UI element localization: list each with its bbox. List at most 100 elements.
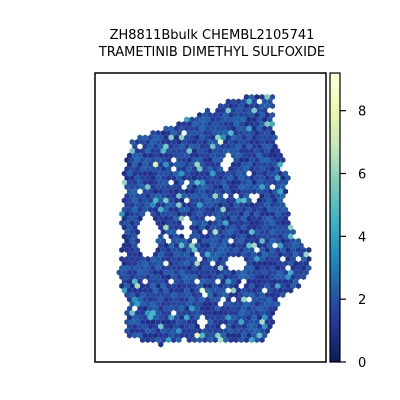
spot-marker <box>199 224 205 231</box>
spot-marker <box>163 224 169 231</box>
spot-marker <box>228 220 234 226</box>
spot-marker <box>259 292 265 298</box>
spot-marker <box>186 121 192 127</box>
spot-marker <box>236 242 242 249</box>
spot-marker <box>191 319 198 325</box>
spot-marker <box>132 314 138 321</box>
spot-marker <box>197 202 203 208</box>
spot-marker <box>238 319 244 325</box>
spot-marker <box>272 260 278 267</box>
spot-marker <box>134 283 140 289</box>
spot-marker <box>199 170 205 177</box>
spot-marker <box>132 152 138 159</box>
spot-marker <box>186 139 192 145</box>
spot-marker <box>197 229 203 235</box>
spot-marker <box>150 202 156 208</box>
spot-marker <box>215 143 221 150</box>
spot-marker <box>233 328 239 334</box>
spot-marker <box>259 229 265 235</box>
spot-marker <box>142 323 148 330</box>
spot-marker <box>168 287 174 294</box>
spot-marker <box>220 107 226 114</box>
spot-marker <box>269 112 276 118</box>
spot-marker <box>217 148 224 154</box>
spot-marker <box>230 134 237 141</box>
spot-marker <box>217 166 224 172</box>
spot-marker <box>163 206 169 213</box>
spot-marker <box>246 323 252 330</box>
spot-marker <box>215 107 221 114</box>
spot-marker <box>277 278 283 285</box>
spot-marker <box>303 260 309 267</box>
spot-marker <box>142 170 148 177</box>
spot-marker <box>246 251 252 258</box>
spot-marker <box>217 112 224 118</box>
spot-marker <box>298 242 304 249</box>
spot-marker <box>256 296 263 303</box>
spot-marker <box>210 125 216 132</box>
spot-marker <box>259 238 265 244</box>
spot-marker <box>275 301 281 307</box>
spot-marker <box>207 238 213 244</box>
spot-marker <box>194 296 200 303</box>
spot-marker <box>280 202 286 208</box>
spot-marker <box>264 229 270 235</box>
spot-marker <box>202 175 208 181</box>
spot-marker <box>194 305 200 312</box>
spot-marker <box>204 152 211 159</box>
spot-marker <box>129 211 135 217</box>
spot-marker <box>269 229 276 235</box>
spot-marker <box>275 193 281 199</box>
spot-marker <box>220 269 226 276</box>
spot-marker <box>176 319 182 325</box>
spot-marker <box>282 224 289 231</box>
spot-marker <box>228 166 234 172</box>
spot-marker <box>142 143 148 150</box>
spot-marker <box>238 139 244 145</box>
spot-marker <box>256 116 263 123</box>
spot-marker <box>121 287 127 294</box>
spot-marker <box>163 134 169 141</box>
spot-marker <box>262 116 268 123</box>
spot-marker <box>147 197 153 204</box>
spot-marker <box>129 220 135 226</box>
spot-marker <box>212 157 218 163</box>
spot-marker <box>121 206 127 213</box>
spot-marker <box>236 188 242 195</box>
spot-marker <box>160 301 166 307</box>
spot-marker <box>173 296 179 303</box>
spot-marker <box>168 143 174 150</box>
spot-marker <box>155 238 161 244</box>
spot-marker <box>295 274 302 280</box>
spot-marker <box>155 310 161 316</box>
spot-marker <box>150 139 156 145</box>
spot-marker <box>129 157 135 163</box>
spot-marker <box>204 170 211 177</box>
spot-marker <box>178 260 185 267</box>
spot-marker <box>236 143 242 150</box>
spot-marker <box>306 256 312 262</box>
spot-marker <box>215 296 221 303</box>
spot-marker <box>217 328 224 334</box>
spot-marker <box>197 211 203 217</box>
spot-marker <box>212 283 218 289</box>
spot-marker <box>256 107 263 114</box>
spot-marker <box>160 148 166 154</box>
spot-marker <box>160 238 166 244</box>
spot-marker <box>217 229 224 235</box>
spot-marker <box>168 314 174 321</box>
spot-marker <box>241 143 247 150</box>
spot-marker <box>202 337 208 343</box>
spot-marker <box>233 301 239 307</box>
spot-marker <box>178 188 185 195</box>
spot-marker <box>254 94 260 100</box>
spot-marker <box>181 121 187 127</box>
spot-marker <box>303 251 309 258</box>
spot-marker <box>147 278 153 285</box>
spot-marker <box>251 179 257 186</box>
spot-marker <box>158 197 164 204</box>
spot-marker <box>178 251 185 258</box>
spot-marker <box>228 202 234 208</box>
spot-marker <box>275 157 281 163</box>
spot-marker <box>191 220 198 226</box>
